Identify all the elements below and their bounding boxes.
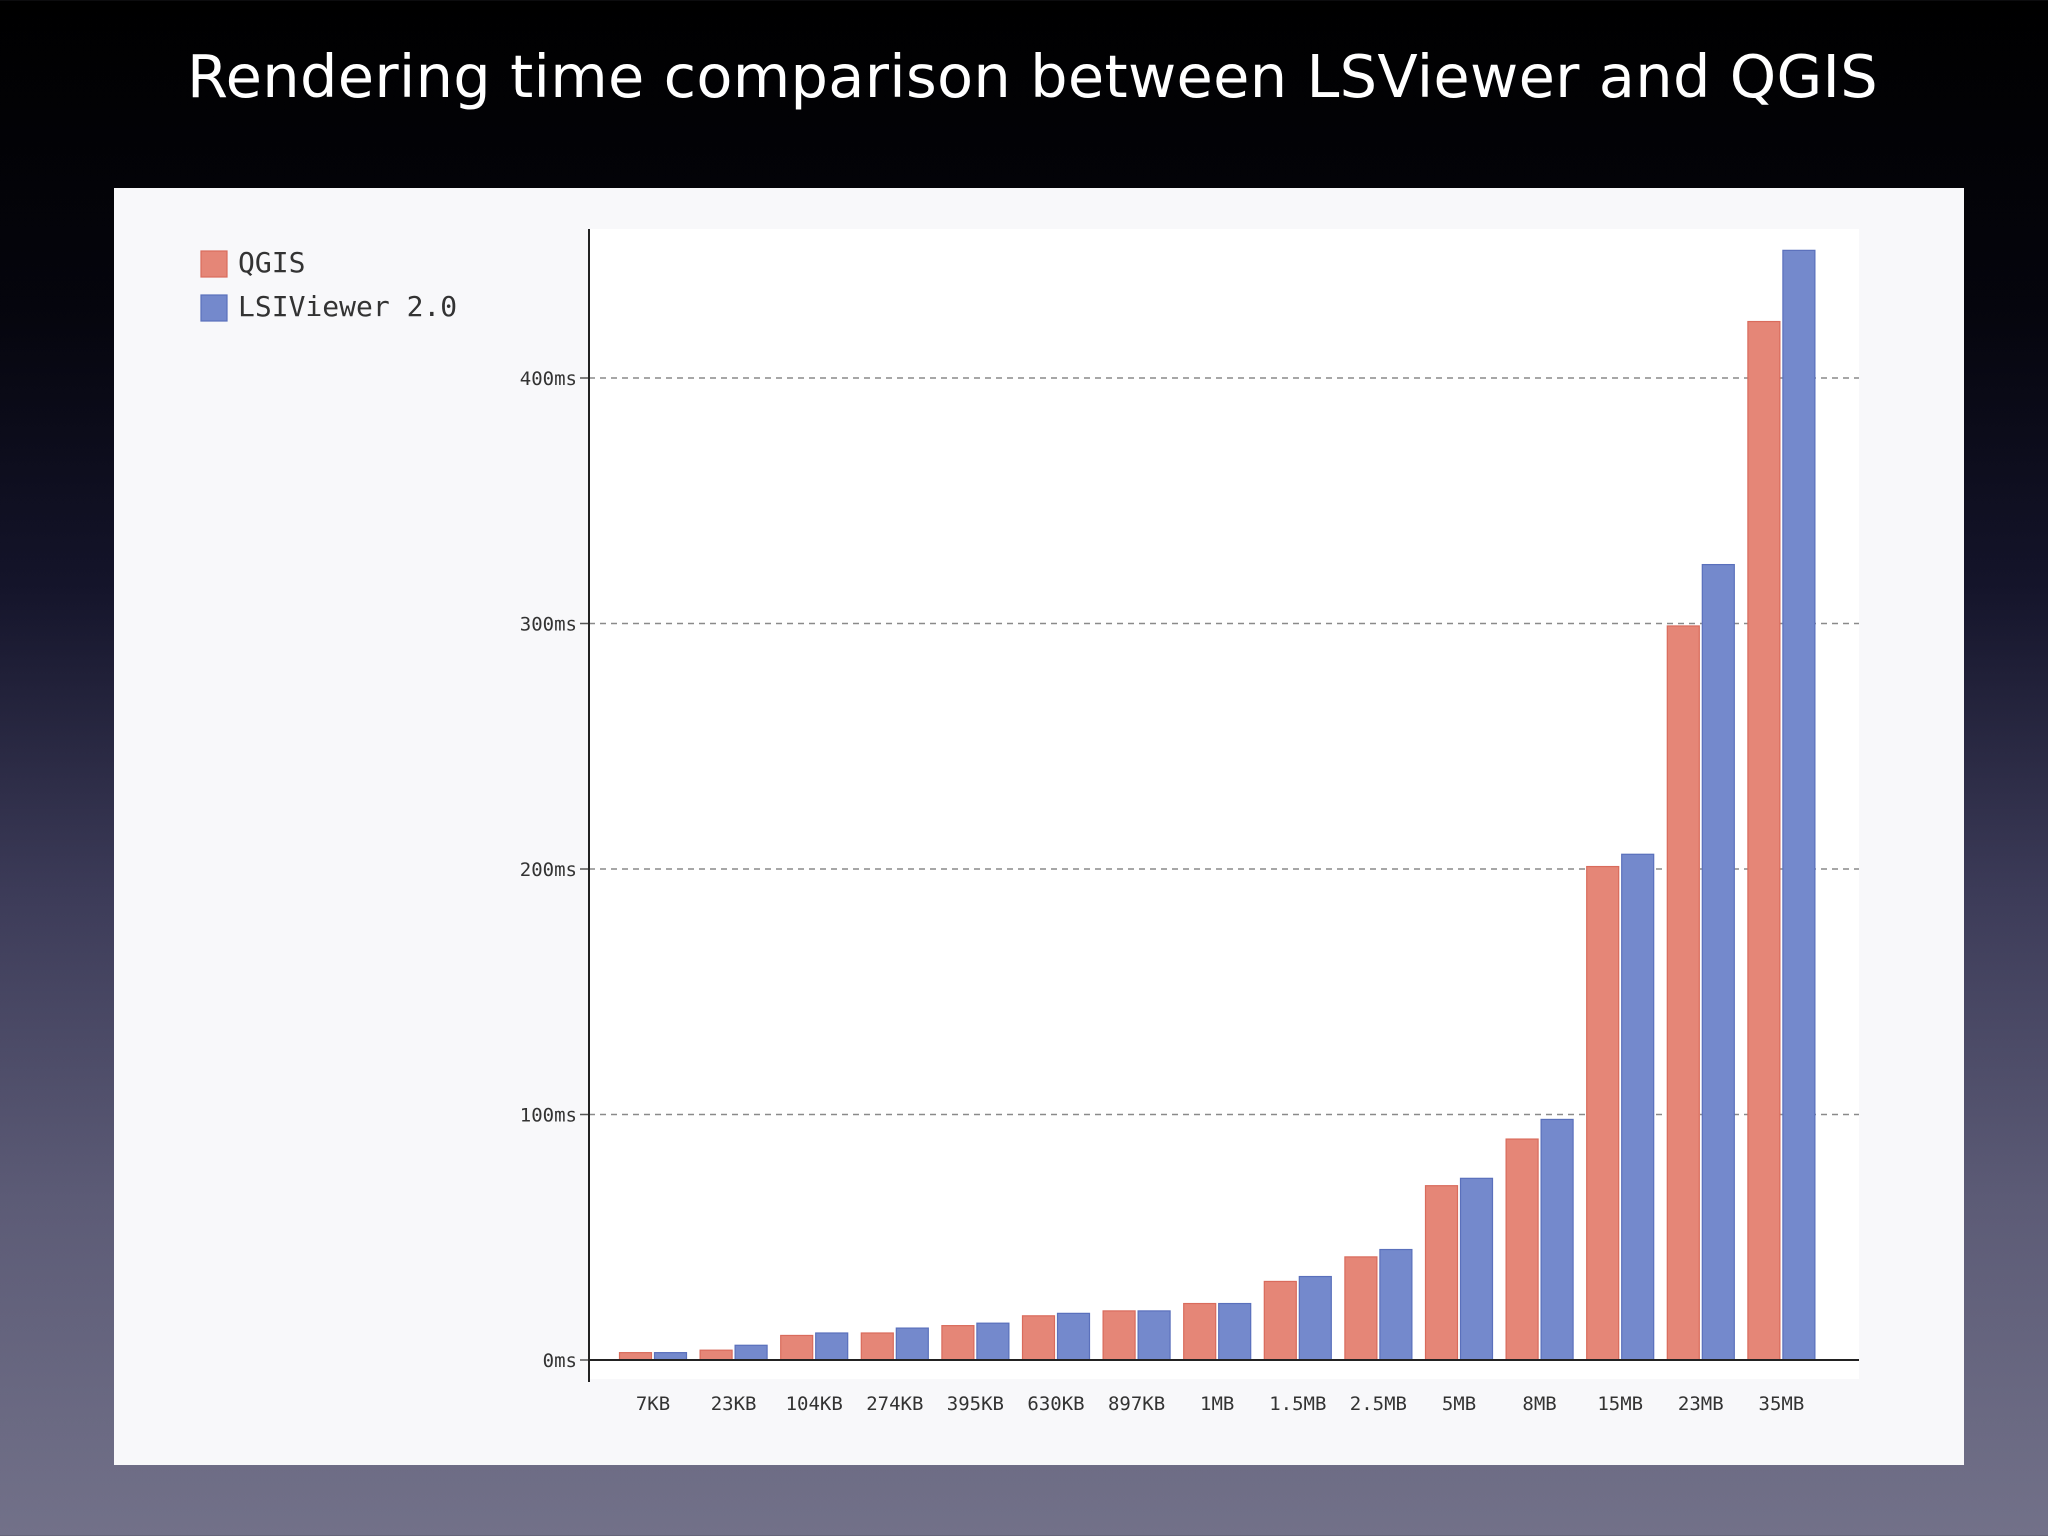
y-tick-label: 400ms (520, 368, 577, 390)
y-tick-label: 0ms (543, 1350, 577, 1372)
bar-chart: 0ms 100ms 200ms 300ms 400ms 7KB 23KB 104KB 274KB… (200, 229, 1859, 1415)
bar-qgis-897kb (1102, 1310, 1136, 1361)
bar-lsiviewer-23kb (734, 1344, 768, 1361)
x-tick-label: 630KB (1027, 1393, 1084, 1415)
bar-lsiviewer-104kb (815, 1332, 849, 1361)
bar-qgis-104kb (780, 1334, 814, 1361)
legend-label-qgis: QGIS (238, 246, 305, 279)
x-tick-label: 395KB (947, 1393, 1004, 1415)
bar-qgis-1mb (1183, 1302, 1217, 1361)
x-tick-label: 23MB (1678, 1393, 1724, 1415)
bar-lsiviewer-2-5mb (1379, 1248, 1413, 1361)
bar-qgis-35mb (1747, 320, 1781, 1361)
bar-lsiviewer-897kb (1137, 1310, 1171, 1361)
bar-lsiviewer-15mb (1621, 853, 1655, 1361)
bar-qgis-8mb (1505, 1138, 1539, 1361)
x-tick-label: 23KB (711, 1393, 757, 1415)
bar-lsiviewer-1mb (1218, 1302, 1252, 1361)
bar-lsiviewer-7kb (653, 1352, 688, 1361)
bar-qgis-2-5mb (1344, 1256, 1378, 1361)
y-tick-label: 200ms (520, 859, 577, 881)
legend-swatch-lsiviewer (200, 294, 228, 322)
x-tick-label: 15MB (1597, 1393, 1643, 1415)
bar-qgis-274kb (860, 1332, 894, 1361)
bar-lsiviewer-1-5mb (1298, 1275, 1332, 1361)
bar-qgis-7kb (618, 1352, 653, 1361)
x-tick-label: 35MB (1759, 1393, 1805, 1415)
bar-qgis-1-5mb (1263, 1280, 1297, 1361)
x-tick-label: 104KB (786, 1393, 843, 1415)
bar-qgis-15mb (1586, 865, 1620, 1361)
bar-qgis-630kb (1021, 1315, 1056, 1361)
bar-qgis-395kb (941, 1325, 975, 1361)
bar-qgis-23mb (1666, 625, 1700, 1361)
x-tick-label: 1MB (1200, 1393, 1234, 1415)
bar-lsiviewer-630kb (1056, 1312, 1091, 1361)
legend-label-lsiviewer: LSIViewer 2.0 (238, 290, 457, 323)
bar-lsiviewer-23mb (1701, 563, 1735, 1361)
bar-qgis-23kb (699, 1349, 733, 1361)
slide-title: Rendering time comparison between LSView… (187, 42, 1878, 111)
x-tick-label: 274KB (866, 1393, 923, 1415)
x-tick-label: 8MB (1522, 1393, 1556, 1415)
bar-qgis-5mb (1424, 1185, 1459, 1361)
legend-swatch-qgis (200, 250, 228, 278)
x-tick-label: 1.5MB (1269, 1393, 1326, 1415)
x-tick-label: 5MB (1442, 1393, 1476, 1415)
bar-lsiviewer-5mb (1459, 1177, 1494, 1361)
bar-lsiviewer-8mb (1540, 1118, 1574, 1361)
bar-lsiviewer-395kb (976, 1322, 1010, 1361)
y-tick-label: 300ms (520, 614, 577, 636)
bar-lsiviewer-35mb (1782, 249, 1816, 1361)
x-tick-label: 897KB (1108, 1393, 1165, 1415)
x-tick-label: 7KB (636, 1393, 670, 1415)
x-tick-label: 2.5MB (1350, 1393, 1407, 1415)
chart-card: 0ms 100ms 200ms 300ms 400ms 7KB 23KB 104KB 274KB… (114, 188, 1964, 1465)
y-tick-label: 100ms (520, 1105, 577, 1127)
bar-lsiviewer-274kb (895, 1327, 929, 1361)
